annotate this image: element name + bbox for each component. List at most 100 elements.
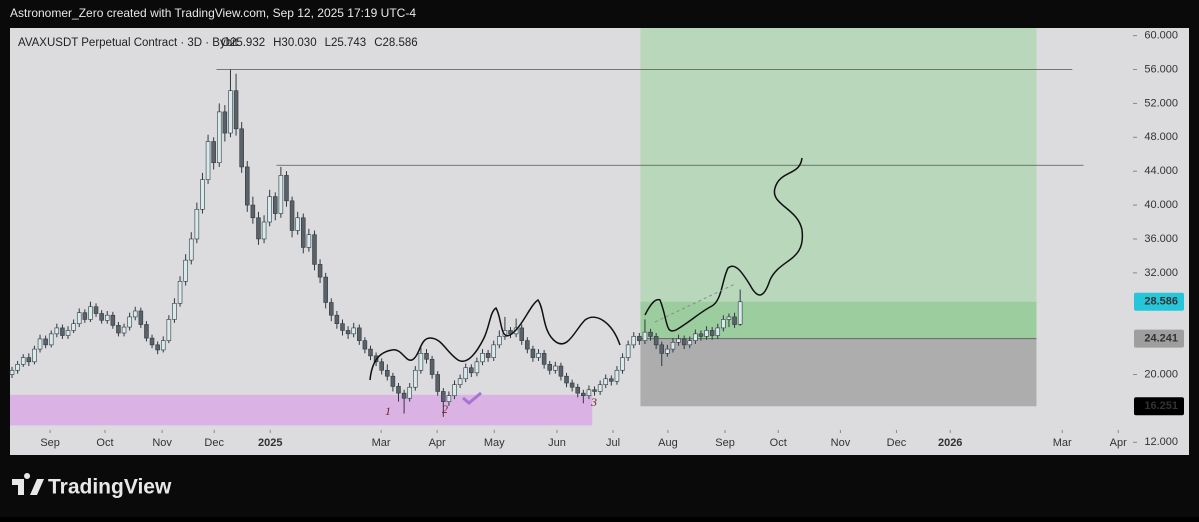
candle-body [239, 128, 244, 168]
candle-body [104, 314, 110, 321]
candle-body [586, 389, 592, 396]
candle-body [357, 327, 362, 341]
candle-body [530, 348, 536, 358]
candle-body [273, 196, 278, 214]
candle-body [166, 319, 172, 341]
candle-body [648, 331, 653, 337]
y-tick-label: 40.000 [1144, 199, 1178, 211]
candle-body [82, 312, 88, 320]
candle-body [614, 369, 620, 382]
progress-area [640, 301, 1037, 339]
candle-body [149, 337, 155, 346]
candle-body [340, 323, 345, 331]
symbol: AVAXUSDT Perpetual Contract · 3D · Bybit [18, 37, 239, 49]
candle-body [132, 310, 138, 318]
x-tick-label: Apr [429, 437, 446, 449]
candle-body [536, 353, 541, 358]
x-tick-label: Oct [770, 437, 787, 449]
candle-body [597, 384, 603, 392]
candle-body [609, 378, 614, 382]
candle-body [373, 355, 379, 363]
candle-body [317, 264, 323, 278]
candle-body [15, 364, 20, 371]
candle-body [379, 361, 384, 371]
header: Astronomer_Zero created with TradingView… [10, 6, 416, 20]
candle-body [323, 276, 328, 303]
candle-body [93, 306, 99, 314]
y-tick-label: 36.000 [1144, 233, 1178, 245]
candle-body [26, 357, 32, 363]
candle-body [88, 306, 93, 320]
x-tick-label: Jul [606, 437, 620, 449]
candle-body [32, 348, 37, 363]
candle-body [407, 386, 412, 399]
price-label-bg [1134, 292, 1184, 311]
x-tick-label: Oct [96, 437, 113, 449]
candle-body [401, 392, 407, 399]
ohlc-value: H30.030 [273, 37, 316, 49]
x-tick-label: Apr [1110, 437, 1127, 449]
y-tick-label: 20.000 [1144, 368, 1178, 380]
ohlc-value: O25.932 [221, 37, 265, 49]
x-tick-label: Jun [548, 437, 566, 449]
candle-body [48, 333, 54, 346]
candle-body [278, 175, 284, 214]
candle-body [491, 344, 496, 358]
price-label-bg [1134, 329, 1184, 348]
x-tick-label: Sep [40, 437, 60, 449]
candle-body [368, 348, 373, 357]
candle-body [362, 340, 368, 350]
candle-body [345, 330, 351, 335]
candle-body [110, 314, 116, 326]
candle-body [261, 221, 267, 240]
candle-body [480, 353, 485, 363]
brand-logo: TradingView [12, 473, 172, 499]
x-tick-label: Mar [1053, 437, 1072, 449]
candle-body [441, 391, 446, 402]
candle-body [737, 301, 743, 325]
candle-body [334, 314, 340, 324]
candle-body [704, 330, 709, 337]
x-tick-label: Aug [658, 437, 678, 449]
candle-body [592, 389, 597, 392]
candle-body [687, 340, 693, 346]
y-tick-label: 48.000 [1144, 131, 1178, 143]
candle-body [289, 200, 295, 231]
candle-body [715, 327, 721, 336]
candle-body [76, 312, 82, 324]
x-tick-label: Nov [831, 437, 851, 449]
candle-body [541, 353, 547, 365]
candle-body [413, 369, 418, 388]
candle-body [188, 238, 194, 261]
candle-body [681, 338, 687, 346]
candle-body [469, 367, 474, 374]
candle-body [312, 234, 317, 265]
candle-body [603, 378, 608, 385]
candle-body [256, 217, 261, 240]
candle-body [200, 179, 205, 210]
candle-body [693, 333, 698, 341]
x-tick-label: Sep [715, 437, 735, 449]
y-tick-label: 56.000 [1144, 63, 1178, 75]
x-tick-label: Dec [887, 437, 907, 449]
candle-body [659, 344, 665, 354]
candle-body [127, 316, 132, 328]
candle-body [351, 327, 356, 335]
x-tick-label: Nov [152, 437, 172, 449]
candle-body [54, 327, 60, 335]
candle-body [497, 336, 502, 346]
target-area [640, 28, 1037, 339]
candle-body [653, 336, 659, 346]
candle-body [446, 395, 452, 402]
candle-body [390, 375, 396, 387]
candle-body [519, 327, 524, 341]
candle-body [43, 338, 48, 346]
candle-body [284, 175, 289, 202]
candle-body [429, 358, 435, 375]
candle-body [245, 166, 250, 206]
price-label: 24.241 [1144, 332, 1178, 344]
candle-body [295, 217, 300, 231]
candle-body [216, 111, 222, 164]
candle-body [525, 340, 530, 350]
candle-body [228, 90, 233, 134]
